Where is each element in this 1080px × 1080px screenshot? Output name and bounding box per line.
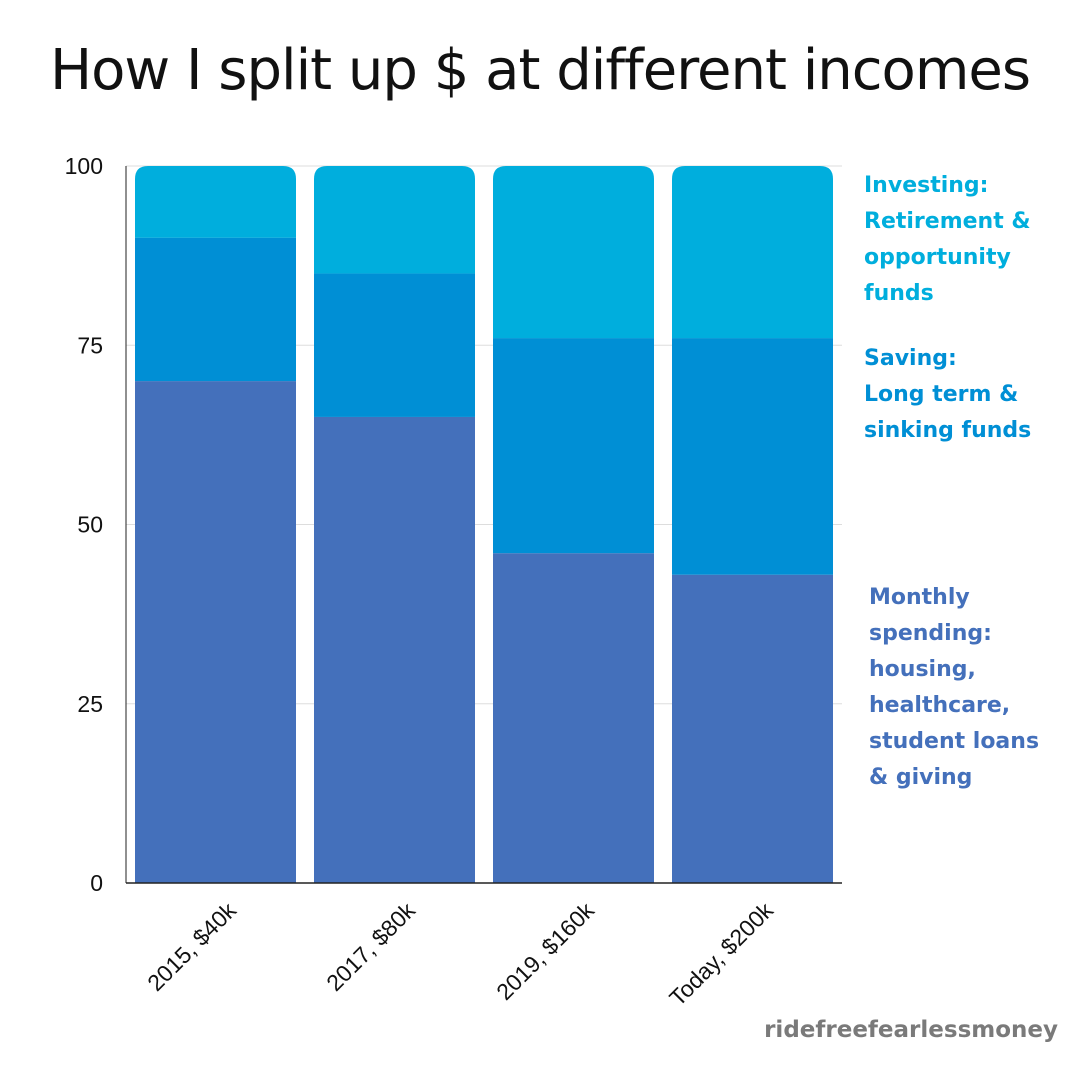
y-tick-label: 100 — [65, 153, 103, 179]
bar-segment — [314, 273, 475, 417]
bars — [135, 166, 833, 883]
y-tick-label: 75 — [77, 332, 103, 358]
x-tick-label: 2019, $160k — [491, 897, 599, 1005]
x-tick-label: 2015, $40k — [142, 897, 241, 996]
credit-watermark: ridefreefearlessmoney — [764, 1017, 1058, 1043]
x-tick-label: 2017, $80k — [321, 897, 420, 996]
chart-title: How I split up $ at different incomes — [50, 38, 1031, 103]
y-tick-label: 25 — [77, 691, 103, 717]
legend-spending: Monthly spending: housing, healthcare, s… — [869, 585, 1040, 790]
bar-segment — [672, 574, 833, 883]
x-tick-label: Today, $200k — [664, 897, 778, 1011]
bar-segment — [135, 166, 296, 238]
y-tick-label: 0 — [90, 870, 103, 896]
legend-investing: Investing: Retirement & opportunity fund… — [864, 173, 1031, 306]
legend-saving: Saving: Long term & sinking funds — [864, 346, 1032, 443]
bar-segment — [135, 381, 296, 883]
bar-segment — [135, 237, 296, 382]
bar-segment — [493, 338, 654, 554]
y-tick-label: 50 — [77, 512, 103, 538]
bar-segment — [314, 166, 475, 274]
bar-segment — [493, 166, 654, 339]
bar-segment — [493, 553, 654, 883]
bar-segment — [672, 338, 833, 575]
bar-segment — [672, 166, 833, 339]
bar-segment — [314, 416, 475, 883]
